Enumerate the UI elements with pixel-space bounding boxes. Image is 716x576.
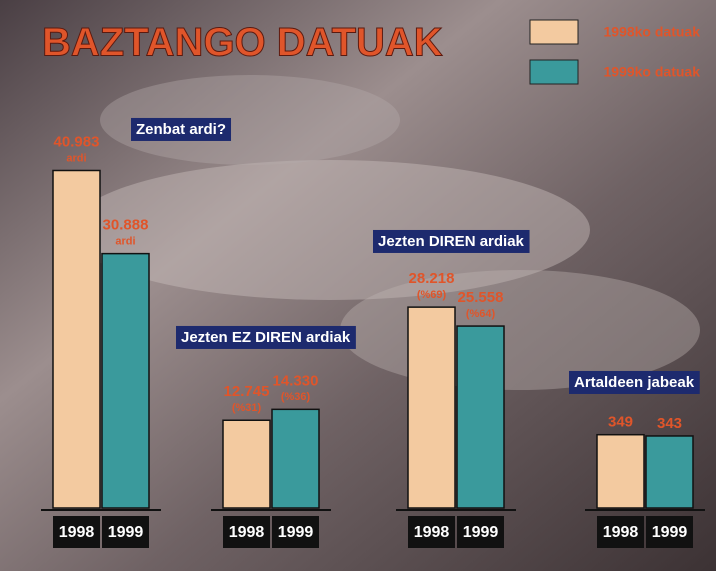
value-label: 40.983 (54, 133, 100, 150)
chart: BAZTANGO DATUAK 1998ko datuak 1999ko datu… (0, 0, 716, 571)
bar (102, 254, 149, 508)
x-tick-label: 1999 (278, 524, 314, 541)
value-sublabel: (%36) (281, 391, 311, 403)
value-label: 25.558 (458, 289, 504, 306)
bar (646, 436, 693, 508)
legend-label: 1998ko datuak (604, 24, 701, 40)
panel-title: Artaldeen jabeak (574, 374, 695, 391)
value-sublabel: ardi (66, 152, 86, 164)
chart-title: BAZTANGO DATUAK (42, 21, 443, 65)
x-tick-label: 1998 (414, 524, 450, 541)
legend-swatch (530, 60, 578, 84)
x-tick-label: 1998 (59, 524, 95, 541)
value-sublabel: (%69) (417, 289, 447, 301)
x-tick-label: 1999 (108, 524, 144, 541)
value-sublabel: ardi (115, 236, 135, 248)
x-tick-label: 1999 (652, 524, 688, 541)
panel-title: Jezten DIREN ardiak (378, 233, 525, 250)
value-sublabel: (%31) (232, 402, 262, 414)
legend-label: 1999ko datuak (604, 64, 701, 80)
value-label: 28.218 (409, 270, 455, 287)
value-sublabel: (%64) (466, 308, 496, 320)
bar (457, 326, 504, 508)
bar (597, 435, 644, 508)
value-label: 12.745 (224, 383, 270, 400)
value-label: 30.888 (103, 217, 149, 234)
page: BAZTANGO DATUAK 1998ko datuak 1999ko datu… (0, 0, 716, 571)
value-label: 343 (657, 415, 682, 432)
x-tick-label: 1998 (229, 524, 265, 541)
panel-title: Zenbat ardi? (136, 121, 226, 138)
bar (223, 420, 270, 508)
bar (272, 409, 319, 508)
x-tick-label: 1999 (463, 524, 499, 541)
value-label: 349 (608, 414, 633, 431)
bar (53, 170, 100, 508)
panel-title: Jezten EZ DIREN ardiak (181, 329, 351, 346)
x-tick-label: 1998 (603, 524, 639, 541)
bar (408, 307, 455, 508)
legend-swatch (530, 20, 578, 44)
value-label: 14.330 (273, 372, 319, 389)
